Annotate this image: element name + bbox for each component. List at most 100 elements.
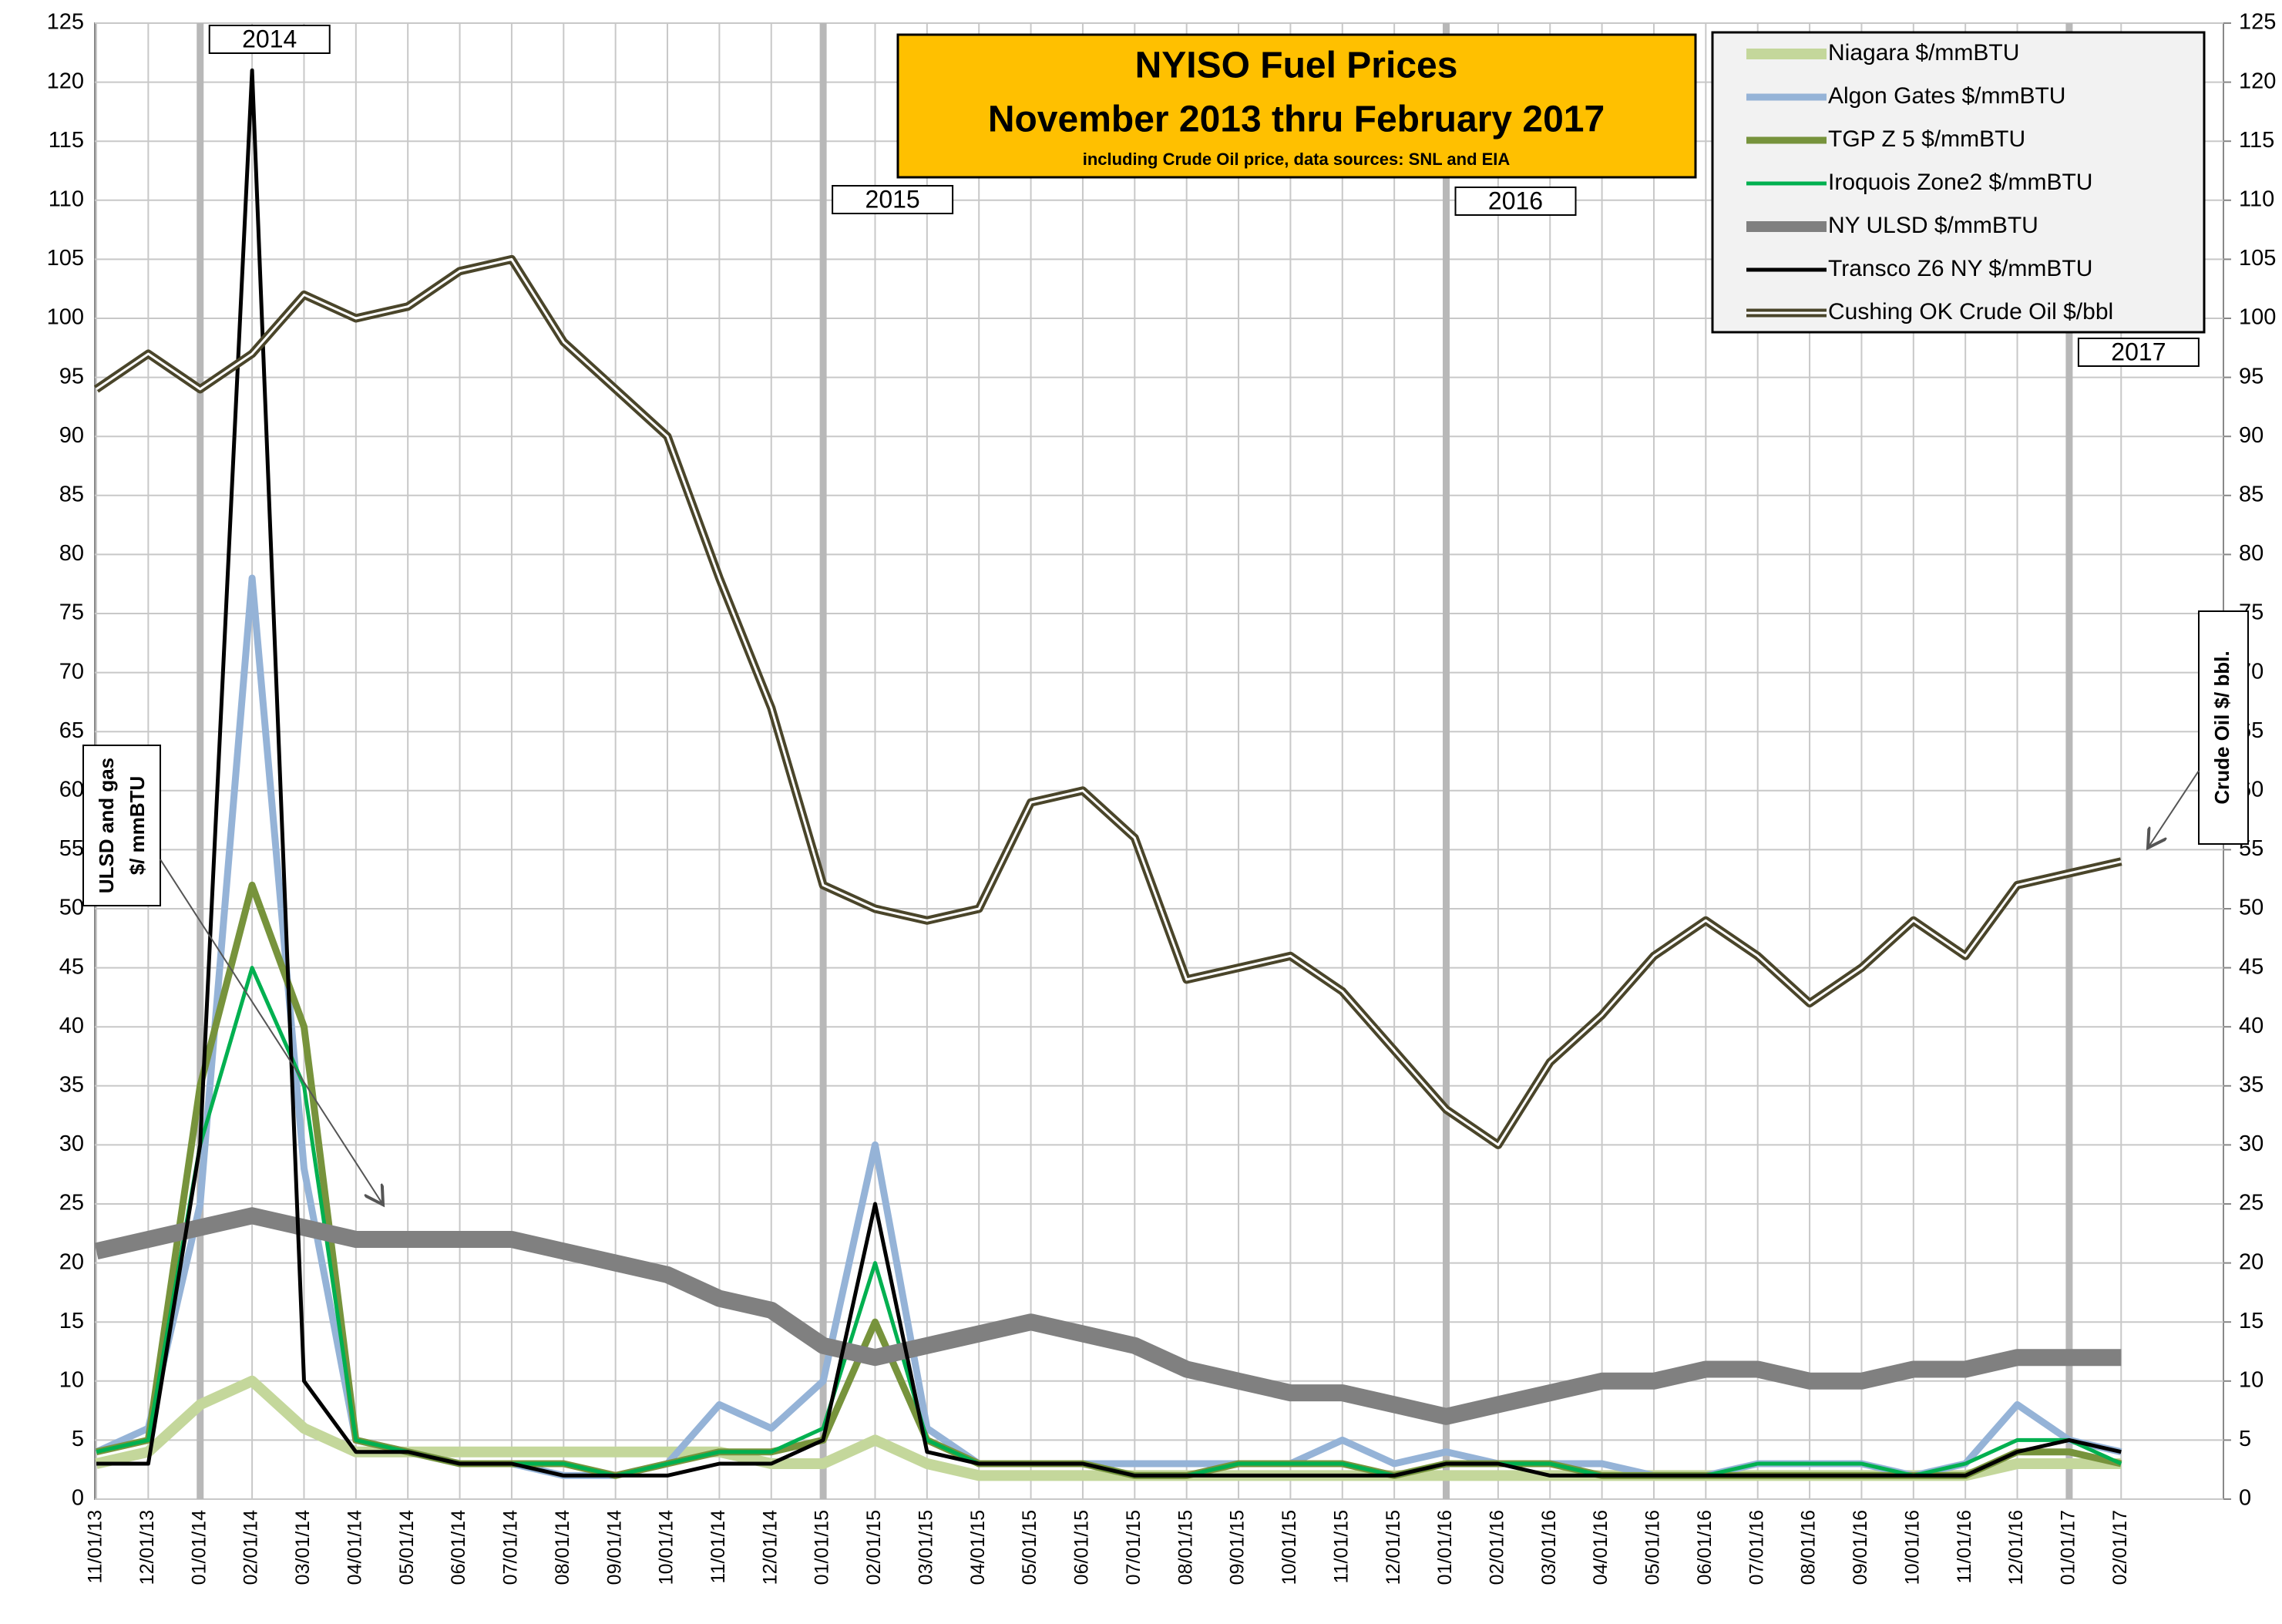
y-tick-label: 75	[59, 600, 84, 625]
y-tick-label: 50	[59, 896, 84, 920]
x-tick-label: 08/01/16	[1798, 1510, 1820, 1585]
y-tick-label: 30	[59, 1131, 84, 1156]
legend-label: NY ULSD $/mmBTU	[1828, 213, 2038, 238]
x-tick-label: 12/01/15	[1383, 1510, 1404, 1585]
x-tick-label: 12/01/14	[759, 1510, 781, 1585]
x-tick-label: 03/01/16	[1538, 1510, 1560, 1585]
x-tick-label: 02/01/15	[863, 1510, 885, 1585]
y-label-box	[82, 745, 161, 906]
y2-tick-label: 0	[2239, 1486, 2251, 1511]
y-tick-label: 25	[59, 1191, 84, 1215]
y-axis-label: ULSD and gas	[95, 758, 118, 893]
year-label: 2017	[2111, 338, 2166, 365]
y2-tick-label: 110	[2239, 187, 2274, 211]
year-box	[208, 25, 331, 54]
y-tick-label: 125	[47, 10, 84, 35]
y-tick-label: 60	[59, 777, 84, 802]
x-tick-label: 05/01/16	[1642, 1510, 1664, 1585]
y-tick-label: 45	[59, 954, 84, 979]
y-tick-label: 105	[47, 246, 84, 271]
y-tick-label: 90	[59, 423, 84, 448]
y-tick-label: 115	[49, 128, 84, 153]
y2-tick-label: 115	[2239, 128, 2274, 153]
title-box	[896, 33, 1697, 179]
y2-tick-label: 30	[2239, 1131, 2264, 1156]
y2-tick-label: 20	[2239, 1249, 2264, 1274]
y-tick-label: 100	[47, 305, 84, 330]
x-tick-label: 12/01/16	[2005, 1510, 2027, 1585]
y-tick-label: 10	[59, 1367, 84, 1392]
x-tick-label: 11/01/16	[1954, 1510, 1975, 1583]
series-line-inner	[96, 257, 2122, 1146]
legend-label: Iroquois Zone2 $/mmBTU	[1828, 170, 2092, 195]
grid	[95, 22, 2223, 1500]
y-tick-label: 20	[59, 1249, 84, 1274]
y-tick-label: 35	[59, 1072, 84, 1097]
x-tick-label: 04/01/16	[1590, 1510, 1612, 1585]
y-tick-label: 95	[59, 364, 84, 388]
year-box	[2077, 338, 2200, 367]
x-tick-label: 05/01/15	[1019, 1510, 1040, 1585]
x-tick-label: 12/01/13	[136, 1510, 158, 1585]
x-tick-label: 01/01/14	[188, 1510, 210, 1585]
year-label: 2014	[242, 25, 297, 52]
y-tick-label: 70	[59, 659, 84, 684]
y2-tick-label: 40	[2239, 1014, 2264, 1038]
y-tick-label: 110	[49, 187, 84, 211]
x-tick-label: 07/01/16	[1746, 1510, 1767, 1585]
x-tick-label: 06/01/14	[448, 1510, 469, 1585]
legend-label: Cushing OK Crude Oil $/bbl	[1828, 299, 2113, 324]
y-tick-label: 0	[72, 1486, 84, 1511]
y2-tick-label: 15	[2239, 1309, 2264, 1333]
legend-label: Transco Z6 NY $/mmBTU	[1828, 256, 2092, 281]
x-tick-label: 09/01/14	[603, 1510, 625, 1585]
y2-tick-label: 80	[2239, 541, 2264, 566]
x-tick-label: 11/01/15	[1330, 1510, 1352, 1583]
y2-label-box	[2198, 610, 2249, 845]
y2-tick-label: 120	[2239, 69, 2276, 93]
y2-tick-label: 125	[2239, 10, 2276, 35]
chart-title: November 2013 thru February 2017	[988, 99, 1605, 140]
y2-tick-label: 85	[2239, 482, 2264, 506]
y-tick-label: 120	[47, 69, 84, 93]
y2-tick-label: 45	[2239, 954, 2264, 979]
annotation-arrow	[160, 859, 383, 1205]
x-tick-label: 06/01/16	[1694, 1510, 1716, 1585]
series-line	[94, 1207, 2122, 1425]
y-tick-label: 85	[59, 482, 84, 506]
y-tick-label: 55	[59, 836, 84, 861]
y-tick-label: 65	[59, 718, 84, 743]
y-tick-label: 15	[59, 1309, 84, 1333]
year-label: 2016	[1488, 187, 1543, 214]
year-box	[1454, 187, 1577, 216]
x-tick-label: 01/01/15	[812, 1510, 833, 1585]
x-tick-label: 02/01/17	[2109, 1510, 2131, 1585]
x-tick-label: 01/01/16	[1434, 1510, 1456, 1585]
y2-tick-label: 90	[2239, 423, 2264, 448]
y2-tick-label: 35	[2239, 1072, 2264, 1097]
legend-label: Niagara $/mmBTU	[1828, 40, 2019, 66]
x-tick-label: 01/01/17	[2058, 1510, 2079, 1585]
x-tick-label: 07/01/14	[500, 1510, 522, 1585]
y2-tick-label: 100	[2239, 305, 2276, 330]
x-tick-label: 08/01/14	[552, 1510, 573, 1585]
y2-tick-label: 10	[2239, 1367, 2264, 1392]
x-tick-label: 02/01/14	[240, 1510, 262, 1585]
y2-tick-label: 95	[2239, 364, 2264, 388]
y-tick-label: 40	[59, 1014, 84, 1038]
y2-tick-label: 5	[2239, 1427, 2251, 1451]
legend-label: Algon Gates $/mmBTU	[1828, 83, 2065, 109]
year-label: 2015	[865, 185, 920, 213]
x-tick-label: 10/01/16	[1901, 1510, 1923, 1585]
x-tick-label: 08/01/15	[1175, 1510, 1196, 1585]
x-tick-label: 05/01/14	[396, 1510, 418, 1585]
x-tick-label: 02/01/16	[1486, 1510, 1507, 1585]
series-line	[96, 68, 2122, 1478]
x-tick-label: 03/01/15	[915, 1510, 936, 1585]
lines	[93, 68, 2122, 1481]
annotation-arrow	[2148, 770, 2200, 848]
x-tick-label: 03/01/14	[292, 1510, 314, 1585]
legend-label: TGP Z 5 $/mmBTU	[1828, 126, 2025, 152]
